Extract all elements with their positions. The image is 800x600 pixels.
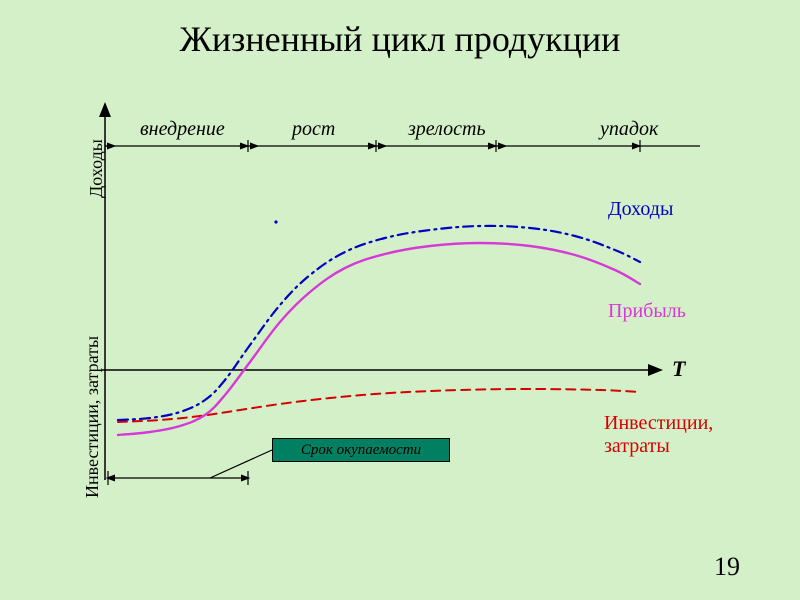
curve-label-income: Доходы	[608, 198, 673, 221]
curve-label-profit: Прибыль	[608, 300, 686, 323]
slide-number: 19	[714, 552, 740, 582]
y-axis-label-bottom: Инвестиции, затраты	[82, 336, 103, 498]
stage-label-2: зрелость	[408, 118, 486, 141]
y-axis-label-top: Доходы	[86, 139, 107, 198]
curve-label-costs: Инвестиции, затраты	[604, 412, 713, 458]
stage-label-3: упадок	[600, 118, 658, 141]
x-axis-label: T	[672, 356, 685, 382]
payback-callout: Срок окупаемости	[272, 438, 450, 462]
stage-label-1: рост	[292, 118, 335, 141]
slide: Жизненный цикл продукции внедрение рост …	[0, 0, 800, 600]
stage-label-0: внедрение	[140, 118, 225, 141]
